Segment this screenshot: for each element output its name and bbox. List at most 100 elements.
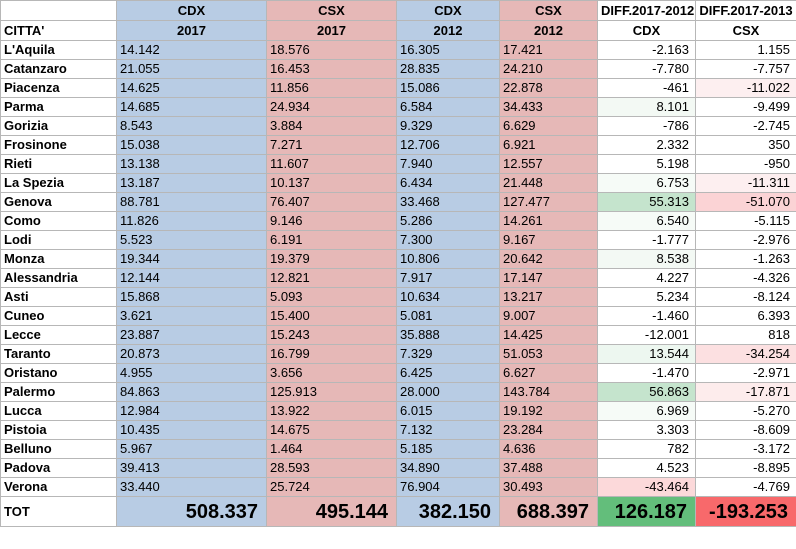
csx-2017-cell[interactable]: 18.576 [266, 40, 397, 60]
diff-csx-cell[interactable]: -4.326 [695, 268, 796, 288]
city-cell[interactable]: La Spezia [0, 173, 117, 193]
diff-cdx-cell[interactable]: 6.969 [597, 401, 696, 421]
cdx-2017-cell[interactable]: 12.984 [116, 401, 267, 421]
diff-csx-cell[interactable]: -3.172 [695, 439, 796, 459]
cdx-2017-cell[interactable]: 13.138 [116, 154, 267, 174]
city-cell[interactable]: Verona [0, 477, 117, 497]
diff-csx-cell[interactable]: -11.022 [695, 78, 796, 98]
header-cdx-2012[interactable]: CDX [396, 0, 500, 21]
csx-2012-cell[interactable]: 21.448 [499, 173, 598, 193]
csx-2017-cell[interactable]: 25.724 [266, 477, 397, 497]
cdx-2012-cell[interactable]: 10.806 [396, 249, 500, 269]
city-cell[interactable]: Piacenza [0, 78, 117, 98]
diff-cdx-cell[interactable]: 55.313 [597, 192, 696, 212]
cdx-2012-cell[interactable]: 76.904 [396, 477, 500, 497]
diff-csx-cell[interactable]: 1.155 [695, 40, 796, 60]
city-cell[interactable]: Monza [0, 249, 117, 269]
diff-cdx-cell[interactable]: -1.777 [597, 230, 696, 250]
diff-cdx-cell[interactable]: -786 [597, 116, 696, 136]
diff-csx-cell[interactable]: -34.254 [695, 344, 796, 364]
cdx-2012-cell[interactable]: 16.305 [396, 40, 500, 60]
diff-csx-cell[interactable]: -8.124 [695, 287, 796, 307]
cdx-2012-cell[interactable]: 35.888 [396, 325, 500, 345]
csx-2012-cell[interactable]: 51.053 [499, 344, 598, 364]
diff-csx-cell[interactable]: -8.609 [695, 420, 796, 440]
total-diff-cdx[interactable]: 126.187 [597, 496, 696, 527]
city-cell[interactable]: Catanzaro [0, 59, 117, 79]
diff-csx-cell[interactable]: -2.976 [695, 230, 796, 250]
city-cell[interactable]: Rieti [0, 154, 117, 174]
city-cell[interactable]: Oristano [0, 363, 117, 383]
diff-cdx-cell[interactable]: -1.470 [597, 363, 696, 383]
cdx-2012-cell[interactable]: 15.086 [396, 78, 500, 98]
cdx-2017-cell[interactable]: 14.625 [116, 78, 267, 98]
cdx-2017-cell[interactable]: 33.440 [116, 477, 267, 497]
csx-2012-cell[interactable]: 30.493 [499, 477, 598, 497]
cdx-2017-cell[interactable]: 11.826 [116, 211, 267, 231]
city-cell[interactable]: Gorizia [0, 116, 117, 136]
cdx-2012-cell[interactable]: 28.835 [396, 59, 500, 79]
diff-csx-cell[interactable]: -11.311 [695, 173, 796, 193]
header-diff-2017-2013[interactable]: DIFF.2017-2013 [695, 0, 796, 21]
csx-2017-cell[interactable]: 1.464 [266, 439, 397, 459]
csx-2017-cell[interactable]: 125.913 [266, 382, 397, 402]
total-csx-2017[interactable]: 495.144 [266, 496, 397, 527]
city-cell[interactable]: Lucca [0, 401, 117, 421]
csx-2012-cell[interactable]: 4.636 [499, 439, 598, 459]
diff-cdx-cell[interactable]: 4.227 [597, 268, 696, 288]
city-cell[interactable]: Lodi [0, 230, 117, 250]
cdx-2012-cell[interactable]: 7.132 [396, 420, 500, 440]
cdx-2017-cell[interactable]: 19.344 [116, 249, 267, 269]
csx-2012-cell[interactable]: 9.007 [499, 306, 598, 326]
header-cdx-2017[interactable]: CDX [116, 0, 267, 21]
total-cdx-2012[interactable]: 382.150 [396, 496, 500, 527]
diff-cdx-cell[interactable]: 6.753 [597, 173, 696, 193]
header-year-2012-csx[interactable]: 2012 [499, 20, 598, 41]
csx-2012-cell[interactable]: 14.261 [499, 211, 598, 231]
cdx-2017-cell[interactable]: 23.887 [116, 325, 267, 345]
diff-cdx-cell[interactable]: -461 [597, 78, 696, 98]
cdx-2012-cell[interactable]: 12.706 [396, 135, 500, 155]
cdx-2012-cell[interactable]: 6.434 [396, 173, 500, 193]
diff-csx-cell[interactable]: -17.871 [695, 382, 796, 402]
city-cell[interactable]: Padova [0, 458, 117, 478]
csx-2012-cell[interactable]: 127.477 [499, 192, 598, 212]
header-citta[interactable]: CITTA' [0, 20, 117, 41]
total-csx-2012[interactable]: 688.397 [499, 496, 598, 527]
diff-cdx-cell[interactable]: 4.523 [597, 458, 696, 478]
csx-2017-cell[interactable]: 3.656 [266, 363, 397, 383]
cdx-2012-cell[interactable]: 7.329 [396, 344, 500, 364]
header-year-2017-cdx[interactable]: 2017 [116, 20, 267, 41]
total-diff-csx[interactable]: -193.253 [695, 496, 796, 527]
diff-cdx-cell[interactable]: 5.234 [597, 287, 696, 307]
total-label[interactable]: TOT [0, 496, 117, 527]
diff-csx-cell[interactable]: -1.263 [695, 249, 796, 269]
cdx-2012-cell[interactable]: 34.890 [396, 458, 500, 478]
city-cell[interactable]: Asti [0, 287, 117, 307]
diff-cdx-cell[interactable]: 13.544 [597, 344, 696, 364]
diff-cdx-cell[interactable]: -43.464 [597, 477, 696, 497]
csx-2017-cell[interactable]: 13.922 [266, 401, 397, 421]
city-cell[interactable]: Lecce [0, 325, 117, 345]
cdx-2012-cell[interactable]: 33.468 [396, 192, 500, 212]
cdx-2017-cell[interactable]: 4.955 [116, 363, 267, 383]
cdx-2017-cell[interactable]: 13.187 [116, 173, 267, 193]
city-cell[interactable]: Taranto [0, 344, 117, 364]
csx-2012-cell[interactable]: 19.192 [499, 401, 598, 421]
cdx-2012-cell[interactable]: 7.940 [396, 154, 500, 174]
header-diff-cdx[interactable]: CDX [597, 20, 696, 41]
cdx-2017-cell[interactable]: 14.142 [116, 40, 267, 60]
csx-2012-cell[interactable]: 23.284 [499, 420, 598, 440]
diff-cdx-cell[interactable]: -1.460 [597, 306, 696, 326]
cdx-2017-cell[interactable]: 15.868 [116, 287, 267, 307]
header-cell[interactable] [0, 0, 117, 21]
header-diff-2017-2012[interactable]: DIFF.2017-2012 [597, 0, 696, 21]
diff-cdx-cell[interactable]: 5.198 [597, 154, 696, 174]
csx-2012-cell[interactable]: 13.217 [499, 287, 598, 307]
csx-2017-cell[interactable]: 16.453 [266, 59, 397, 79]
csx-2017-cell[interactable]: 10.137 [266, 173, 397, 193]
cdx-2012-cell[interactable]: 9.329 [396, 116, 500, 136]
cdx-2012-cell[interactable]: 5.081 [396, 306, 500, 326]
csx-2017-cell[interactable]: 19.379 [266, 249, 397, 269]
city-cell[interactable]: Alessandria [0, 268, 117, 288]
